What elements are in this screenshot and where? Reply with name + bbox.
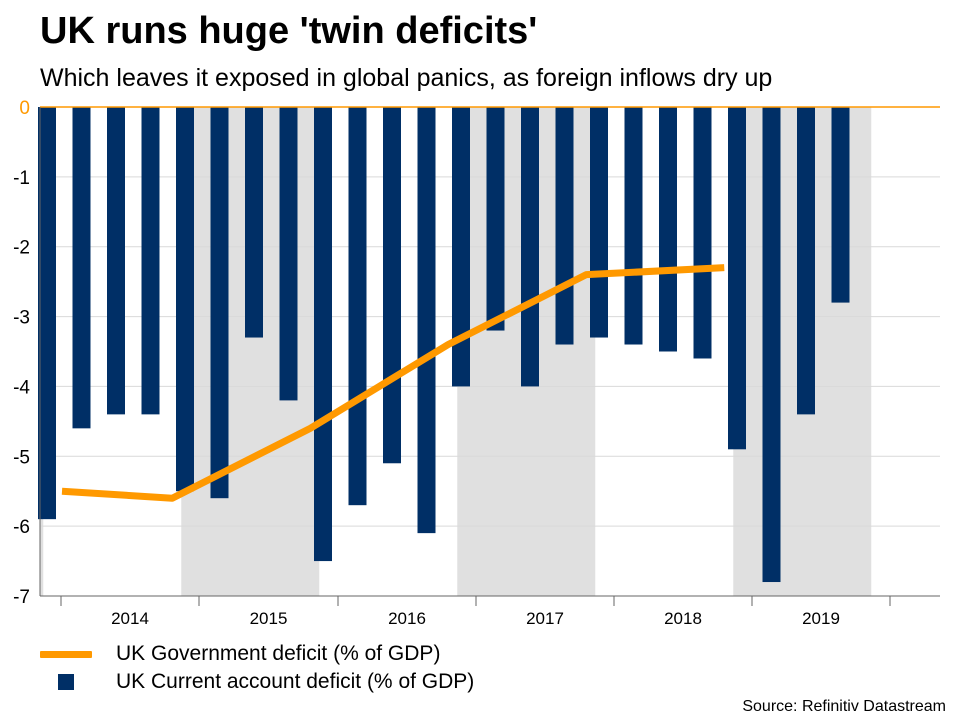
legend-bar-swatch: [58, 674, 74, 690]
x-tick-label: 2019: [802, 609, 840, 628]
government-deficit-path: [61, 264, 725, 502]
bar: [624, 107, 643, 345]
bar: [314, 107, 332, 562]
bar: [797, 107, 815, 415]
bar: [486, 107, 505, 331]
x-tick-label: 2016: [388, 609, 426, 628]
bar: [107, 107, 125, 415]
bar: [245, 107, 263, 338]
chart-title: UK runs huge 'twin deficits': [40, 10, 538, 52]
y-tick-label: -4: [13, 377, 30, 398]
chart-subtitle: Which leaves it exposed in global panics…: [40, 64, 773, 92]
y-tick-label: -7: [13, 587, 30, 608]
bar: [590, 107, 608, 338]
legend-item-government: UK Government deficit (% of GDP): [40, 640, 474, 668]
y-tick-label: -6: [13, 517, 30, 538]
bar: [762, 107, 781, 583]
bar: [831, 107, 850, 303]
bar: [521, 107, 539, 387]
bar: [555, 107, 574, 345]
bar: [383, 107, 401, 464]
x-tick-label: 2015: [250, 609, 288, 628]
x-tick-label: 2017: [526, 609, 564, 628]
bar: [210, 107, 229, 499]
y-tick-label: -5: [13, 447, 30, 468]
axes: 0 -1 -2 -3 -4 -5 -6 -7 2014 2015 2016 2017 2018 2019: [13, 98, 940, 628]
bar: [72, 107, 91, 429]
legend-label-current-account: UK Current account deficit (% of GDP): [116, 670, 475, 693]
current-account-bars: [38, 107, 850, 583]
legend: UK Government deficit (% of GDP) UK Curr…: [40, 640, 474, 696]
source-note: Source: Refinitiv Datastream: [742, 698, 946, 715]
legend-item-current-account: UK Current account deficit (% of GDP): [40, 668, 474, 696]
legend-label-government: UK Government deficit (% of GDP): [116, 642, 441, 665]
bar: [417, 107, 436, 534]
y-tick-label: -3: [13, 308, 30, 329]
bar: [176, 107, 194, 492]
x-tick-label: 2018: [664, 609, 702, 628]
y-tick-label: 0: [19, 98, 30, 119]
government-deficit-line: [61, 264, 725, 502]
legend-line-swatch: [40, 650, 92, 658]
y-tick-label: -2: [13, 238, 30, 259]
bar: [348, 107, 367, 506]
bar: [728, 107, 746, 450]
bar: [659, 107, 677, 352]
bar: [279, 107, 298, 401]
x-tick-label: 2014: [111, 609, 149, 628]
y-tick-label: -1: [13, 168, 30, 189]
bar: [141, 107, 160, 415]
bar: [693, 107, 712, 359]
bar: [38, 107, 56, 520]
bar: [452, 107, 470, 387]
